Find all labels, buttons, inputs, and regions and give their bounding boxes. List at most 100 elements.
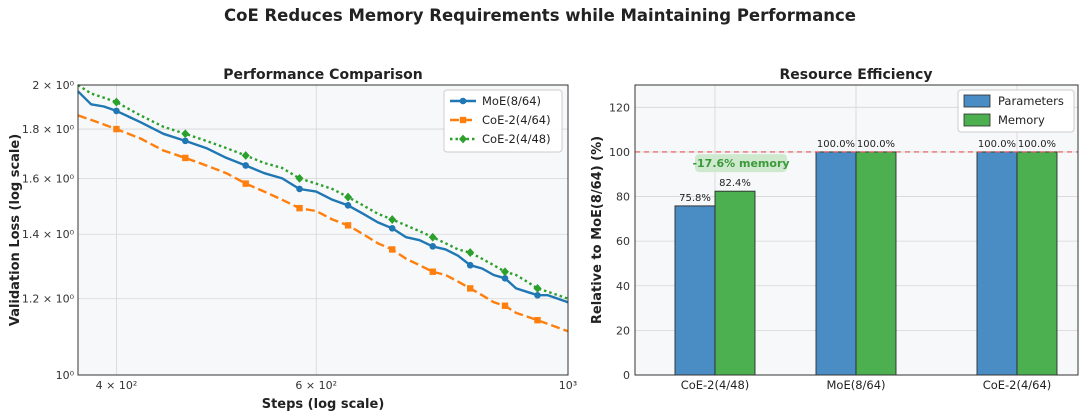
bar-parameters bbox=[976, 151, 1018, 376]
legend-swatch-memory bbox=[963, 113, 991, 127]
bar-memory bbox=[1016, 151, 1058, 376]
series-line-moe-8-64 bbox=[77, 90, 569, 304]
right-plot-frame bbox=[634, 84, 1079, 376]
bar-parameters bbox=[674, 205, 716, 376]
bar-value-label-parameters: 100.0% bbox=[978, 139, 1016, 150]
right-y-axis-label: Relative to MoE(8/64) (%) bbox=[590, 136, 605, 324]
right-y-tick-label: 0 bbox=[623, 369, 630, 382]
series-marker-coe-2-4-48 bbox=[344, 192, 353, 202]
right-y-tick-label: 20 bbox=[616, 324, 630, 337]
series-marker-coe-2-4-64 bbox=[344, 222, 352, 229]
bar-parameters bbox=[815, 151, 857, 376]
series-marker-moe-8-64 bbox=[534, 291, 541, 299]
series-coe-2-4-64 bbox=[77, 114, 569, 333]
series-marker-coe-2-4-64 bbox=[466, 285, 474, 292]
right-category-label: MoE(8/64) bbox=[826, 378, 885, 392]
right-bars-group bbox=[674, 151, 1058, 376]
left-y-tick-label: 10⁰ bbox=[56, 369, 75, 382]
legend-marker-coe-2-4-48 bbox=[459, 134, 467, 144]
series-marker-coe-2-4-64 bbox=[501, 302, 509, 309]
right-category-label: CoE-2(4/48) bbox=[681, 378, 750, 392]
legend-label-memory: Memory bbox=[998, 113, 1045, 127]
series-marker-moe-8-64 bbox=[242, 162, 250, 169]
series-marker-coe-2-4-48 bbox=[295, 173, 304, 183]
bar-value-label-parameters: 100.0% bbox=[817, 139, 855, 150]
left-y-tick-label: 1.2 × 10⁰ bbox=[22, 293, 75, 306]
series-marker-moe-8-64 bbox=[501, 275, 509, 282]
legend-label-moe-8-64: MoE(8/64) bbox=[482, 94, 541, 108]
series-marker-coe-2-4-48 bbox=[181, 129, 190, 139]
series-marker-moe-8-64 bbox=[429, 243, 437, 250]
resource-efficiency-chart: 75.8%100.0% 100.0%82.4%100.0% 100.0% -17.6… bbox=[590, 67, 1079, 392]
left-y-axis-label: Validation Loss (log scale) bbox=[8, 134, 23, 326]
memory-savings-annotation: -17.6% memory bbox=[692, 154, 790, 173]
series-marker-coe-2-4-64 bbox=[429, 268, 436, 275]
series-marker-coe-2-4-48 bbox=[241, 151, 250, 160]
series-marker-moe-8-64 bbox=[466, 261, 474, 269]
left-y-tick-labels: 10⁰ 1.2 × 10⁰ 1.4 × 10⁰ 1.6 × 10⁰ 1.8 × 10⁰ 2… bbox=[22, 79, 75, 382]
series-coe-2-4-48 bbox=[77, 83, 569, 300]
series-line-coe-2-4-64 bbox=[77, 114, 569, 333]
figure-suptitle: CoE Reduces Memory Requirements while Ma… bbox=[224, 6, 856, 25]
left-legend: MoE(8/64) CoE-2(4/64) CoE-2(4/48) bbox=[443, 89, 563, 153]
series-marker-moe-8-64 bbox=[296, 185, 303, 193]
right-y-tick-label: 100 bbox=[609, 146, 630, 159]
series-marker-coe-2-4-48 bbox=[466, 248, 475, 257]
right-y-tick-label: 40 bbox=[616, 280, 630, 293]
left-y-tick-label: 1.6 × 10⁰ bbox=[22, 172, 75, 185]
performance-comparison-chart: 10⁰ 1.2 × 10⁰ 1.4 × 10⁰ 1.6 × 10⁰ 1.8 × 10⁰ 2… bbox=[8, 67, 577, 412]
bar-value-label-memory: 100.0% bbox=[1018, 139, 1056, 150]
right-category-labels: CoE-2(4/48) MoE(8/64) CoE-2(4/64) bbox=[681, 378, 1052, 392]
bar-value-label-parameters: 75.8% bbox=[679, 193, 711, 204]
annotation-box bbox=[695, 154, 787, 173]
series-marker-coe-2-4-64 bbox=[182, 154, 189, 162]
left-chart-title: Performance Comparison bbox=[223, 67, 423, 83]
right-y-tick-label: 80 bbox=[616, 191, 630, 204]
left-legend-box bbox=[443, 89, 563, 153]
left-y-tick-label: 2 × 10⁰ bbox=[32, 79, 74, 92]
legend-label-coe-2-4-48: CoE-2(4/48) bbox=[482, 132, 551, 146]
legend-swatch-parameters bbox=[963, 94, 991, 108]
right-category-label: CoE-2(4/64) bbox=[983, 378, 1052, 392]
series-marker-coe-2-4-64 bbox=[113, 125, 120, 133]
right-legend: Parameters Memory bbox=[957, 89, 1075, 133]
legend-label-coe-2-4-64: CoE-2(4/64) bbox=[482, 113, 551, 127]
series-marker-coe-2-4-48 bbox=[500, 267, 509, 277]
series-marker-moe-8-64 bbox=[182, 137, 189, 145]
left-x-tick-label: 6 × 10² bbox=[295, 379, 337, 392]
series-marker-moe-8-64 bbox=[113, 107, 120, 115]
bar-value-label-memory: 82.4% bbox=[719, 178, 751, 189]
right-chart-title: Resource Efficiency bbox=[780, 67, 933, 83]
series-marker-coe-2-4-64 bbox=[389, 246, 396, 253]
series-line-coe-2-4-48 bbox=[77, 83, 569, 300]
series-moe-8-64 bbox=[77, 90, 569, 304]
series-marker-coe-2-4-48 bbox=[388, 215, 397, 224]
left-plot-frame bbox=[77, 84, 569, 376]
legend-label-parameters: Parameters bbox=[998, 94, 1064, 108]
right-y-tick-labels: 0 20 40 60 80 100 120 bbox=[609, 101, 630, 382]
right-y-tick-label: 120 bbox=[609, 101, 630, 114]
left-x-tick-label: 4 × 10² bbox=[96, 379, 138, 392]
right-y-tick-label: 60 bbox=[616, 235, 630, 248]
bar-memory bbox=[855, 151, 897, 376]
series-marker-moe-8-64 bbox=[388, 224, 396, 232]
left-y-tick-label: 1.4 × 10⁰ bbox=[22, 228, 75, 241]
left-series-group bbox=[77, 83, 569, 333]
annotation-text: -17.6% memory bbox=[692, 157, 789, 170]
right-bar-value-labels: 75.8%100.0% 100.0%82.4%100.0% 100.0% bbox=[679, 139, 1056, 204]
bar-memory bbox=[714, 190, 756, 376]
series-marker-coe-2-4-48 bbox=[112, 97, 121, 107]
series-marker-moe-8-64 bbox=[344, 202, 352, 209]
series-marker-coe-2-4-64 bbox=[242, 180, 249, 187]
left-x-axis-label: Steps (log scale) bbox=[262, 397, 385, 412]
series-marker-coe-2-4-64 bbox=[296, 204, 303, 212]
left-x-tick-label: 10³ bbox=[559, 379, 577, 392]
left-x-tick-labels: 4 × 10² 6 × 10² 10³ bbox=[96, 379, 578, 392]
series-marker-coe-2-4-48 bbox=[533, 283, 542, 293]
left-y-tick-label: 1.8 × 10⁰ bbox=[22, 123, 75, 136]
legend-marker-moe-8-64 bbox=[459, 97, 467, 105]
series-marker-coe-2-4-64 bbox=[534, 316, 541, 324]
legend-marker-coe-2-4-64 bbox=[459, 116, 467, 124]
